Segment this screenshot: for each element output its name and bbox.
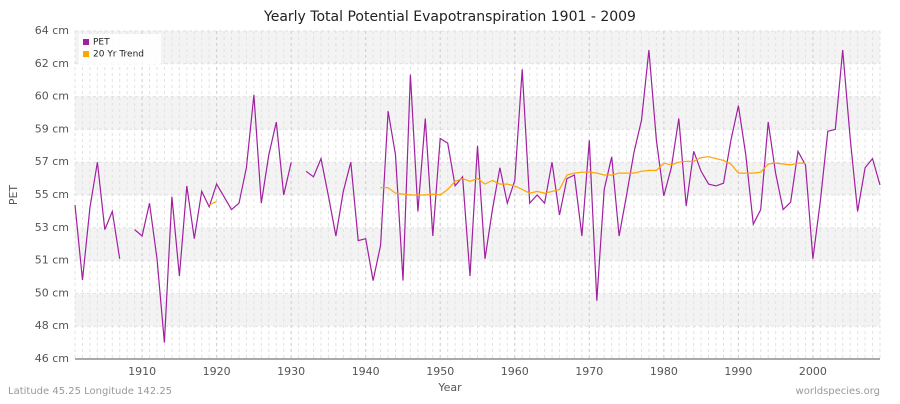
- x-tick-label: 1940: [352, 365, 380, 378]
- y-tick-label: 46 cm: [35, 352, 69, 365]
- x-tick-label: 2000: [799, 365, 827, 378]
- footer-left: Latitude 45.25 Longitude 142.25: [8, 386, 172, 397]
- series-line: [74, 50, 881, 343]
- grid-band: [75, 31, 880, 64]
- x-axis-label: Year: [437, 381, 462, 394]
- chart-title: Yearly Total Potential Evapotranspiratio…: [263, 9, 636, 25]
- x-tick-label: 1910: [128, 365, 156, 378]
- x-tick-label: 1920: [203, 365, 231, 378]
- legend-swatch: [83, 39, 89, 45]
- legend-box: [79, 34, 161, 64]
- y-tick-label: 51 cm: [35, 254, 69, 267]
- y-tick-label: 62 cm: [35, 57, 69, 70]
- y-tick-label: 59 cm: [35, 122, 69, 135]
- x-tick-label: 1990: [724, 365, 752, 378]
- legend-swatch: [83, 51, 89, 57]
- x-tick-label: 1960: [501, 365, 529, 378]
- y-tick-label: 64 cm: [35, 24, 69, 37]
- legend-label: 20 Yr Trend: [93, 50, 144, 60]
- y-axis-label: PET: [7, 185, 20, 206]
- x-tick-label: 1980: [650, 365, 678, 378]
- footer-right: worldspecies.org: [796, 386, 880, 397]
- series-line: [208, 156, 806, 206]
- x-tick-label: 1970: [575, 365, 603, 378]
- x-tick-label: 1930: [277, 365, 305, 378]
- y-tick-label: 55 cm: [35, 188, 69, 201]
- y-tick-label: 50 cm: [35, 286, 69, 299]
- y-tick-label: 57 cm: [35, 155, 69, 168]
- x-tick-label: 1950: [426, 365, 454, 378]
- y-tick-label: 53 cm: [35, 221, 69, 234]
- y-tick-label: 60 cm: [35, 90, 69, 103]
- grid-band: [75, 96, 880, 130]
- legend-label: PET: [93, 38, 110, 48]
- y-tick-label: 48 cm: [35, 319, 69, 332]
